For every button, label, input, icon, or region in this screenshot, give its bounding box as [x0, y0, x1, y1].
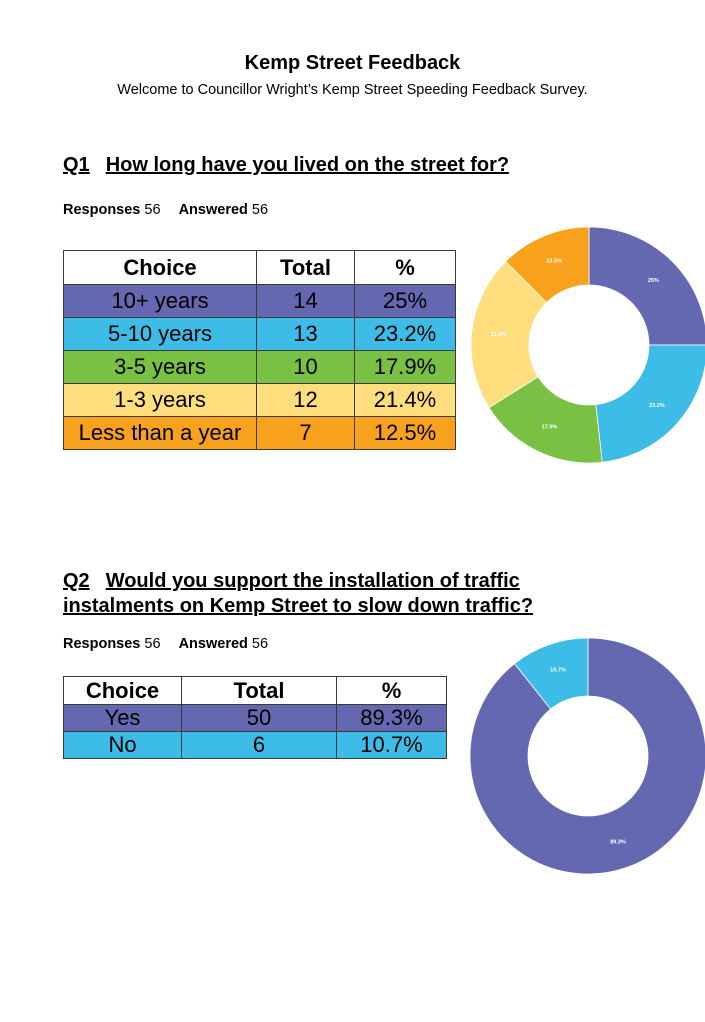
- q1-row-pct: 23.2%: [354, 317, 456, 351]
- q1-number: Q1: [63, 154, 90, 176]
- q2-col-pct: %: [336, 676, 447, 705]
- q2-row-choice: Yes: [63, 704, 182, 732]
- q1-col-total: Total: [256, 250, 355, 285]
- q1-row-total: 13: [256, 317, 355, 351]
- table-row: Yes 50 89.3%: [63, 704, 447, 732]
- table-row: No 6 10.7%: [63, 731, 447, 759]
- q2-col-choice: Choice: [63, 676, 182, 705]
- q2-row-total: 6: [181, 731, 337, 759]
- q1-responses-label: Responses: [63, 202, 141, 218]
- q2-donut-label-1: 10.7%: [550, 668, 566, 674]
- q1-row-pct: 21.4%: [354, 383, 456, 417]
- q1-donut-label-4: 12.5%: [546, 258, 562, 264]
- q2-heading: Q2 Would you support the installation of …: [63, 569, 533, 619]
- q1-donut-slice-4: [504, 227, 590, 304]
- q2-responses-label: Responses: [63, 636, 141, 652]
- q1-donut-slice-3: [471, 260, 548, 409]
- q2-row-pct: 89.3%: [336, 704, 447, 732]
- q1-donut-chart: 25% 23.2% 17.9% 21.4% 12.5%: [471, 227, 705, 463]
- q1-col-pct: %: [354, 250, 456, 285]
- table-row: 10+ years 14 25%: [63, 284, 456, 318]
- q1-stats: Responses 56 Answered 56: [63, 202, 268, 218]
- q2-number: Q2: [63, 570, 90, 592]
- table-row: Less than a year 7 12.5%: [63, 416, 456, 450]
- q1-row-choice: 10+ years: [63, 284, 257, 318]
- q2-question-line2: instalments on Kemp Street to slow down …: [63, 595, 534, 617]
- q1-donut-label-1: 23.2%: [649, 403, 665, 409]
- q2-answered-value: 56: [251, 636, 269, 652]
- q1-donut-label-0: 25%: [648, 278, 659, 284]
- q1-row-total: 12: [256, 383, 355, 417]
- q2-table-header: Choice Total %: [63, 676, 447, 705]
- q2-answered-label: Answered: [178, 636, 248, 652]
- q1-donut-slice-0: [588, 227, 705, 346]
- q1-row-pct: 17.9%: [354, 350, 456, 384]
- q2-row-choice: No: [63, 731, 182, 759]
- q1-table: Choice Total % 10+ years 14 25% 5-10 yea…: [63, 250, 456, 450]
- q1-row-pct: 25%: [354, 284, 456, 318]
- q1-heading: Q1 How long have you lived on the street …: [63, 153, 509, 178]
- q1-question: How long have you lived on the street fo…: [105, 154, 510, 176]
- q1-row-choice: 1-3 years: [63, 383, 257, 417]
- q1-responses-value: 56: [144, 202, 161, 218]
- table-row: 5-10 years 13 23.2%: [63, 317, 456, 351]
- q1-row-total: 14: [256, 284, 355, 318]
- q2-stats: Responses 56 Answered 56: [63, 636, 268, 652]
- q1-row-total: 7: [256, 416, 355, 450]
- q1-donut-label-2: 17.9%: [542, 424, 558, 430]
- page-title: Kemp Street Feedback: [244, 52, 461, 74]
- q2-responses-value: 56: [144, 636, 161, 652]
- q1-donut-slice-1: [595, 344, 705, 463]
- q1-row-pct: 12.5%: [354, 416, 456, 450]
- table-row: 3-5 years 10 17.9%: [63, 350, 456, 384]
- q2-donut-slice-0: [470, 638, 705, 874]
- q2-table: Choice Total % Yes 50 89.3% No 6 10.7%: [63, 676, 447, 759]
- q2-donut-label-0: 89.3%: [610, 839, 626, 845]
- q1-answered-label: Answered: [178, 202, 248, 218]
- page-subtitle: Welcome to Councillor Wright’s Kemp Stre…: [117, 82, 588, 98]
- q1-row-choice: 5-10 years: [63, 317, 257, 351]
- q1-row-choice: Less than a year: [63, 416, 257, 450]
- q2-row-pct: 10.7%: [336, 731, 447, 759]
- table-row: 1-3 years 12 21.4%: [63, 383, 456, 417]
- q1-donut-label-3: 21.4%: [491, 332, 507, 338]
- q1-table-header: Choice Total %: [63, 250, 456, 285]
- q1-row-choice: 3-5 years: [63, 350, 257, 384]
- q2-question-line1: Would you support the installation of tr…: [105, 570, 520, 592]
- q2-row-total: 50: [181, 704, 337, 732]
- q1-answered-value: 56: [251, 202, 269, 218]
- q1-row-total: 10: [256, 350, 355, 384]
- q1-col-choice: Choice: [63, 250, 257, 285]
- q2-donut-slice-1: [513, 638, 589, 710]
- q2-donut-chart: 89.3% 10.7%: [470, 638, 705, 874]
- q2-col-total: Total: [181, 676, 337, 705]
